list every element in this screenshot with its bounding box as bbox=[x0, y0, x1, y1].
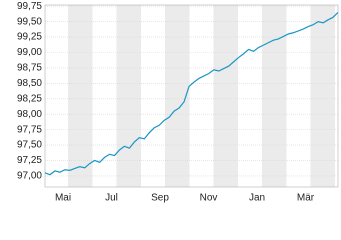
x-tick-label: Nov bbox=[200, 193, 218, 204]
y-tick-label: 97,75 bbox=[17, 124, 42, 135]
y-tick-label: 98,50 bbox=[17, 78, 42, 89]
y-tick-label: 99,00 bbox=[17, 47, 42, 58]
plot-frame bbox=[44, 4, 339, 188]
y-tick-label: 98,75 bbox=[17, 63, 42, 74]
month-band bbox=[213, 5, 238, 187]
month-band bbox=[262, 5, 287, 187]
y-tick-label: 97,00 bbox=[17, 171, 42, 182]
x-tick-label: Jan bbox=[249, 193, 265, 204]
y-tick-label: 97,50 bbox=[17, 140, 42, 151]
y-tick-label: 97,25 bbox=[17, 155, 42, 166]
x-tick-label: Sep bbox=[151, 193, 169, 204]
chart: 97,00 97,25 97,50 97,75 98,00 98,25 98,50 98,75… bbox=[17, 1, 339, 204]
line bbox=[44, 11, 339, 176]
month-band bbox=[310, 5, 335, 187]
y-tick-label: 99,25 bbox=[17, 32, 42, 43]
month-band bbox=[116, 5, 141, 187]
y-tick-label: 98,00 bbox=[17, 109, 42, 120]
y-tick-label: 99,50 bbox=[17, 16, 42, 27]
y-tick-label: 99,75 bbox=[17, 1, 42, 12]
x-tick-label: Mär bbox=[297, 193, 315, 204]
x-tick-label: Mai bbox=[55, 193, 71, 204]
y-tick-label: 98,25 bbox=[17, 93, 42, 104]
x-tick-label: Jul bbox=[105, 193, 118, 204]
month-band bbox=[68, 5, 93, 187]
